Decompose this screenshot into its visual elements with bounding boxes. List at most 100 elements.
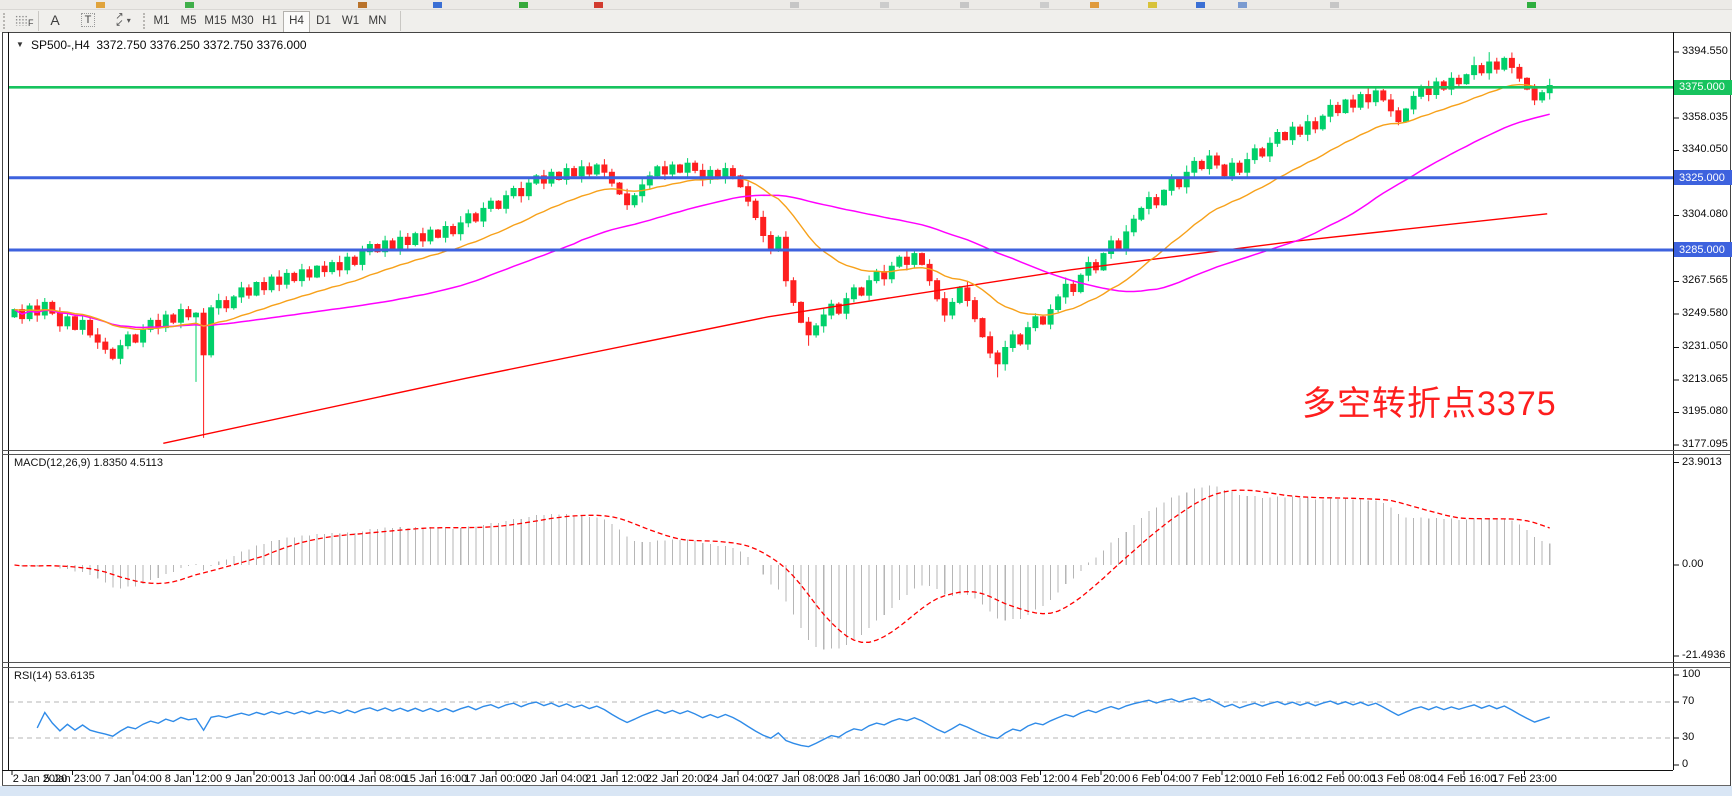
ma-mid-magenta <box>14 113 1550 329</box>
time-axis-label: 10 Feb 16:00 <box>1250 773 1315 785</box>
time-axis-label: 9 Jan 20:00 <box>225 773 283 785</box>
timeframe-h4-button[interactable]: H4 <box>283 11 310 33</box>
rsi-scale-label: 70 <box>1682 695 1695 707</box>
diagonal-arrows-icon: ↗ ↙ <box>115 11 124 29</box>
macd-scale-label: -21.4936 <box>1682 649 1726 662</box>
timeframe-button-group: M1 M5 M15 M30 H1 H4 D1 W1 MN <box>148 11 391 33</box>
rsi-scale-label: 100 <box>1682 668 1701 680</box>
time-axis-label: 6 Feb 04:00 <box>1132 773 1191 785</box>
chevron-down-icon: ▾ <box>126 15 131 25</box>
grid-icon <box>14 14 28 26</box>
macd-histogram <box>21 485 1551 650</box>
price-scale-label: 3394.550 <box>1682 45 1728 57</box>
symbol-dropdown-icon[interactable]: ▼ <box>16 40 24 49</box>
horizontal-lines <box>9 85 1673 252</box>
toolbar: F A T ↗ ↙ ▾ M1 M5 M15 M30 H1 H4 D1 W1 MN <box>0 10 1732 33</box>
price-scale-label: 3304.080 <box>1682 208 1728 221</box>
price-scale-label: 3249.580 <box>1682 306 1728 319</box>
time-axis-label: 31 Jan 08:00 <box>948 773 1012 785</box>
time-axis-label: 13 Feb 08:00 <box>1371 773 1436 785</box>
price-scale-label: 3231.050 <box>1682 340 1728 353</box>
chart-frame <box>2 32 1731 786</box>
ma-fast-orange <box>14 83 1550 331</box>
time-axis-label: 8 Jan 12:00 <box>164 773 223 785</box>
price-scale-label: 3177.095 <box>1682 437 1728 450</box>
toolbar-separator <box>400 11 401 31</box>
candles-down <box>19 52 1538 438</box>
chart-surface[interactable] <box>0 32 1732 796</box>
price-scale-label: 3195.080 <box>1682 405 1728 418</box>
time-axis-label: 12 Feb 00:00 <box>1310 773 1376 785</box>
time-axis-label: 24 Jan 04:00 <box>706 773 770 785</box>
rsi-scale-label: 30 <box>1682 731 1695 743</box>
timeframe-mn-button[interactable]: MN <box>368 15 387 27</box>
timeframe-m1-button[interactable]: M1 <box>153 15 170 27</box>
clipped-icon <box>519 2 528 8</box>
clipped-icon <box>594 2 603 8</box>
time-axis-label: 20 Jan 04:00 <box>524 773 589 785</box>
toolbar-separator <box>38 11 39 31</box>
toolbar-drag-handle[interactable] <box>3 13 8 29</box>
clipped-icon <box>880 2 889 8</box>
font-icon: A <box>50 12 60 28</box>
timeframe-m5-button[interactable]: M5 <box>180 15 197 27</box>
timeframe-m30-button[interactable]: M30 <box>231 15 254 27</box>
grid-icon-letter: F <box>28 18 34 28</box>
time-axis-label: 27 Jan 08:00 <box>766 773 831 785</box>
font-tool-button[interactable]: A <box>42 10 68 30</box>
macd-signal-line <box>14 489 1550 643</box>
clipped-icon <box>358 2 367 8</box>
candles-up <box>11 52 1553 382</box>
clipped-icon <box>1330 2 1339 8</box>
chart-window: ▼ SP500-,H4 3372.750 3376.250 3372.750 3… <box>0 32 1732 796</box>
time-axis-label: 30 Jan 00:00 <box>887 773 952 785</box>
time-axis-label: 7 Feb 12:00 <box>1192 773 1252 785</box>
price-scale-label: 3358.035 <box>1682 110 1728 123</box>
time-axis-label: 5 Jan 23:00 <box>43 773 102 785</box>
drawing-tools-dropdown-button[interactable]: ↗ ↙ ▾ <box>106 10 140 30</box>
toolbar-row-clipped <box>0 0 1732 10</box>
rsi-levels <box>9 701 1673 739</box>
chart-annotation-text[interactable]: 多空转折点3375 <box>1302 385 1557 423</box>
rsi-scale-label: 0 <box>1682 758 1689 770</box>
price-scale-label: 3267.565 <box>1682 274 1728 287</box>
chart-title-ohlc: SP500-,H4 3372.750 3376.250 3372.750 337… <box>31 38 307 52</box>
window-bottom-edge <box>0 786 1732 796</box>
rsi-line <box>36 697 1550 748</box>
time-axis-label: 22 Jan 20:00 <box>645 773 710 785</box>
macd-scale-label: 23.9013 <box>1682 455 1722 468</box>
timeframe-w1-button[interactable]: W1 <box>341 15 360 27</box>
time-axis-label: 21 Jan 12:00 <box>585 773 649 785</box>
grid-template-button[interactable]: F <box>8 10 34 30</box>
timeframe-m15-button[interactable]: M15 <box>204 15 227 27</box>
macd-indicator-label: MACD(12,26,9) 1.8350 4.5113 <box>14 457 163 469</box>
time-axis-label: 14 Jan 08:00 <box>343 773 407 785</box>
clipped-icon <box>1196 2 1205 8</box>
time-axis-label: 7 Jan 04:00 <box>104 773 162 785</box>
timeframe-d1-button[interactable]: D1 <box>316 15 331 27</box>
clipped-icon <box>433 2 442 8</box>
time-axis-label: 17 Jan 00:00 <box>464 773 528 785</box>
price-line-badge: 3375.000 <box>1674 79 1732 95</box>
text-tool-icon: T <box>80 13 96 27</box>
text-label-tool-button[interactable]: T <box>74 10 102 30</box>
clipped-icon <box>96 2 105 8</box>
clipped-icon <box>790 2 799 8</box>
time-axis-label: 15 Jan 16:00 <box>403 773 468 785</box>
ma-slow-red <box>163 213 1548 444</box>
time-axis-label: 28 Jan 16:00 <box>827 773 891 785</box>
price-scale-label: 3340.050 <box>1682 143 1728 156</box>
macd-scale-label: 0.00 <box>1682 558 1704 570</box>
timeframe-h1-button[interactable]: H1 <box>262 15 277 27</box>
time-axis-label: 14 Feb 16:00 <box>1431 773 1497 785</box>
price-scale-label: 3213.065 <box>1682 372 1728 385</box>
time-axis-label: 2 Jan 2020 <box>12 773 68 785</box>
clipped-icon <box>1238 2 1247 8</box>
toolbar-drag-handle[interactable] <box>143 13 148 29</box>
clipped-icon <box>1527 2 1536 8</box>
time-axis-label: 4 Feb 20:00 <box>1071 773 1131 785</box>
price-line-badge: 3325.000 <box>1674 170 1732 186</box>
price-line-badge: 3285.000 <box>1674 242 1732 258</box>
clipped-icon <box>960 2 969 8</box>
